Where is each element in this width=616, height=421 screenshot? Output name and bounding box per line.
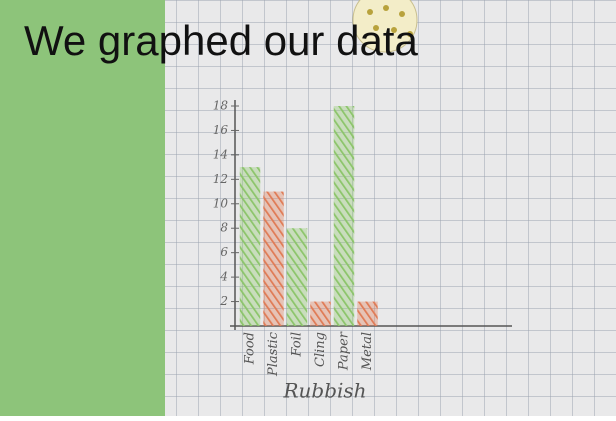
slide: We graphed our data Rubbish 2 4 6 8 10 12 14 16… (0, 0, 616, 416)
x-tick-label: Cling (313, 332, 328, 367)
bar (310, 302, 331, 326)
y-tick-label: 16 (213, 123, 229, 137)
bar (240, 167, 261, 326)
y-tick-label: 4 (219, 270, 228, 284)
bar (263, 192, 284, 326)
x-tick-label: Plastic (266, 331, 281, 377)
x-axis-label: Rubbish (282, 379, 366, 403)
y-tick-label: 10 (213, 196, 229, 210)
y-tick-label: 6 (220, 245, 228, 259)
y-tick-label: 12 (213, 172, 228, 186)
x-tick-label: Paper (337, 331, 352, 371)
slide-title: We graphed our data (24, 17, 418, 64)
y-tick-label: 14 (213, 147, 228, 161)
x-tick-label: Foil (290, 332, 305, 357)
y-tick-label: 18 (213, 99, 229, 113)
bar (357, 302, 378, 326)
bar (334, 106, 355, 326)
x-tick-label: Metal (360, 332, 375, 371)
x-tick-label: Food (243, 332, 258, 365)
y-tick-label: 8 (220, 221, 228, 235)
y-tick-label: 2 (219, 294, 228, 308)
bar (287, 228, 308, 326)
